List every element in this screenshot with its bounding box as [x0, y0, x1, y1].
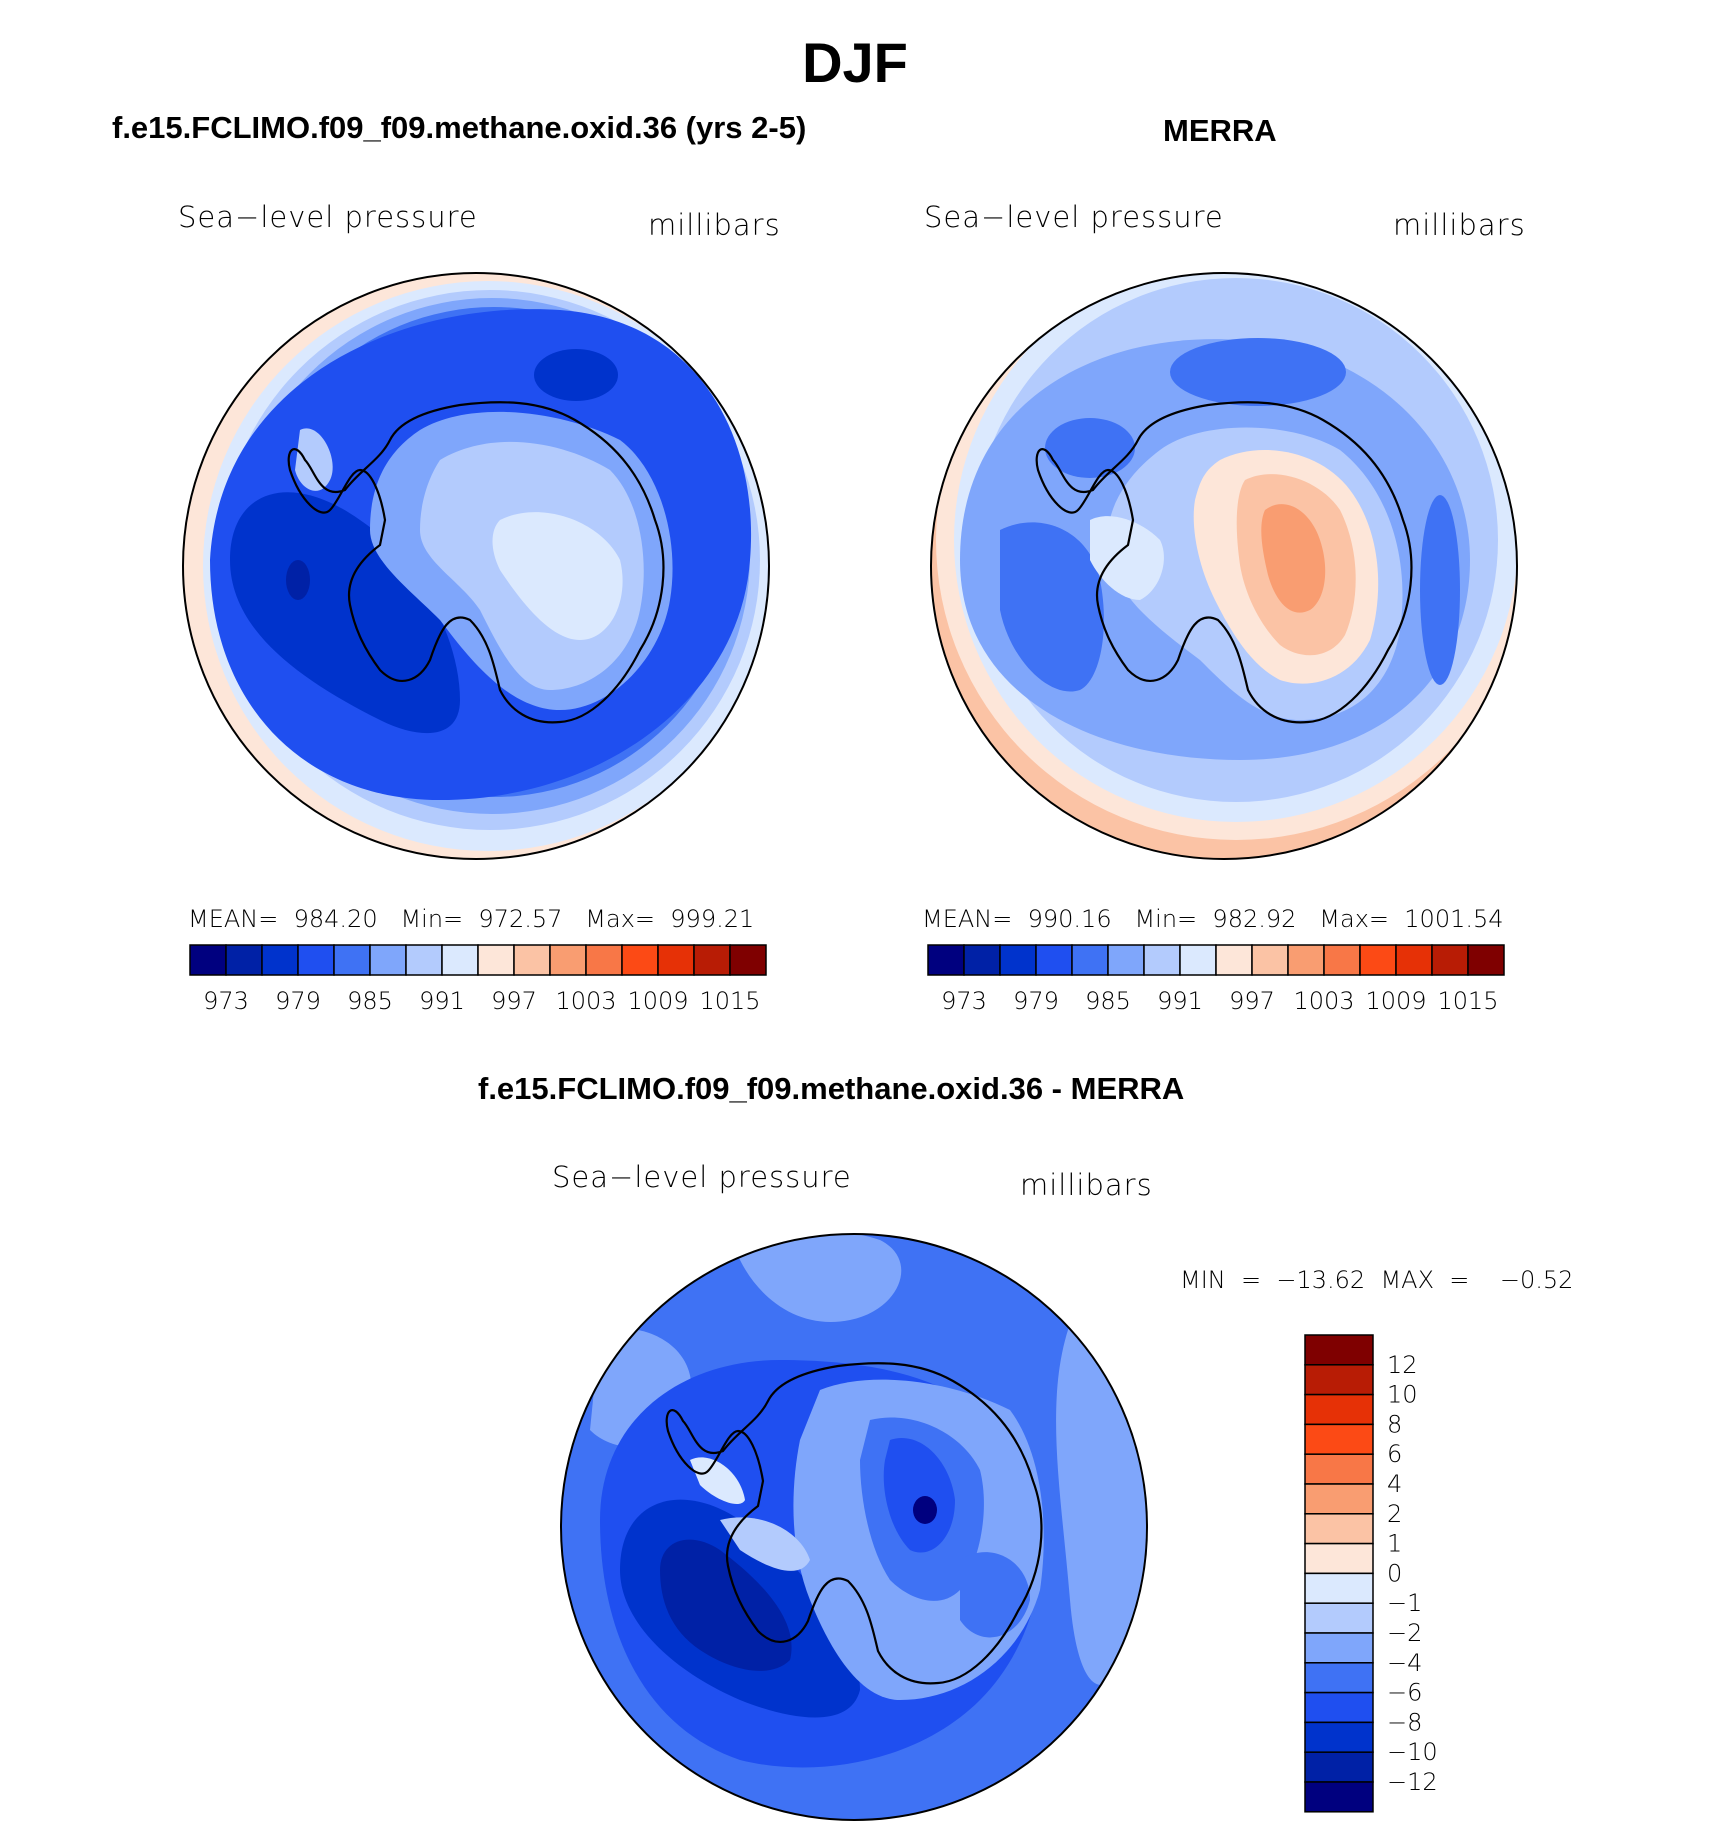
panel-obs-colorbar: 973 979 985 991 997 1003 1009 1015	[927, 944, 1505, 1015]
panel-model-colorbar-tick-label: 1009	[627, 987, 688, 1015]
panel-model-colorbar-tick-label: 1003	[555, 987, 616, 1015]
panel-diff-colorbar-tick-label: 0	[1387, 1559, 1402, 1587]
panel-diff-colorbar-tick-label: −10	[1387, 1738, 1438, 1766]
panel-model-colorbar-swatch	[477, 944, 515, 976]
panel-diff-colorbar-tick-label: 12	[1387, 1351, 1418, 1379]
panel-diff-colorbar-tick-label: 6	[1387, 1440, 1402, 1468]
panel-diff-colorbar-swatch	[1304, 1542, 1374, 1575]
panel-obs-colorbar-swatch	[1467, 944, 1505, 976]
panel-obs-title: MERRA	[1163, 113, 1277, 148]
panel-obs-colorbar-swatch	[1107, 944, 1145, 976]
panel-diff-colorbar-tick-label: −4	[1387, 1649, 1422, 1677]
panel-model-colorbar-swatch	[189, 944, 227, 976]
panel-obs-colorbar-tick-label: 985	[1085, 987, 1131, 1015]
panel-model-colorbar-tick-label: 985	[347, 987, 393, 1015]
panel-diff-colorbar-tick-label: −6	[1387, 1679, 1422, 1707]
panel-obs-stats: MEAN= 990.16 Min= 982.92 Max= 1001.54	[922, 905, 1504, 933]
panel-model-colorbar-swatch	[585, 944, 623, 976]
panel-obs-units-label: millibars	[1393, 208, 1526, 242]
panel-obs-colorbar-swatch	[999, 944, 1037, 976]
panel-diff-colorbar-swatch	[1304, 1453, 1374, 1485]
panel-model-colorbar-tick-label: 973	[203, 987, 249, 1015]
panel-obs-colorbar-swatch	[1143, 944, 1181, 976]
panel-obs-colorbar-swatch	[1323, 944, 1361, 976]
panel-model-colorbar-swatch	[405, 944, 443, 976]
panel-diff-colorbar-tick-label: 1	[1387, 1530, 1402, 1558]
panel-diff-colorbar-swatch	[1304, 1751, 1374, 1783]
panel-model-colorbar-swatch	[369, 944, 407, 976]
panel-obs-variable-label: Sea−level pressure	[924, 200, 1224, 234]
panel-model-colorbar-swatch	[729, 944, 767, 976]
panel-diff-colorbar-tick-label: 4	[1387, 1470, 1402, 1498]
panel-model-colorbar-swatch	[297, 944, 335, 976]
panel-obs-colorbar-tick-label: 1015	[1437, 987, 1498, 1015]
panel-obs-colorbar-tick-label: 1003	[1293, 987, 1354, 1015]
panel-diff-colorbar-swatch	[1304, 1423, 1374, 1455]
panel-diff-colorbar-swatch	[1304, 1721, 1374, 1753]
panel-diff-colorbar-swatch	[1304, 1691, 1374, 1724]
panel-diff-title: f.e15.FCLIMO.f09_f09.methane.oxid.36 - M…	[478, 1071, 1185, 1106]
panel-diff-colorbar-tick-label: −8	[1387, 1708, 1422, 1736]
panel-model-colorbar-tick-label: 1015	[699, 987, 760, 1015]
panel-model-units-label: millibars	[648, 208, 781, 242]
panel-obs-colorbar-swatch	[1359, 944, 1397, 976]
panel-obs-colorbar-tick-label: 997	[1229, 987, 1275, 1015]
panel-model-colorbar-swatch	[693, 944, 731, 976]
panel-diff-colorbar-swatch	[1304, 1334, 1374, 1366]
panel-obs-colorbar-tick-label: 1009	[1365, 987, 1426, 1015]
panel-model-stats: MEAN= 984.20 Min= 972.57 Max= 999.21	[188, 905, 755, 933]
panel-obs-colorbar-tick-label: 979	[1013, 987, 1059, 1015]
panel-obs-colorbar-swatch	[1035, 944, 1073, 976]
panel-obs-colorbar-swatch	[1431, 944, 1469, 976]
panel-model-colorbar-swatch	[441, 944, 479, 976]
panel-model-colorbar-swatch	[333, 944, 371, 976]
panel-obs-colorbar-swatch	[963, 944, 1001, 976]
panel-model-colorbar: 973 979 985 991 997 1003 1009 1015	[189, 944, 767, 1015]
panel-diff-colorbar-swatch	[1304, 1781, 1374, 1813]
panel-diff-colorbar-swatch	[1304, 1632, 1374, 1664]
panel-obs-colorbar-swatch	[1287, 944, 1325, 976]
panel-obs-colorbar-swatch	[1395, 944, 1433, 976]
panel-diff-colorbar-tick-label: 10	[1387, 1381, 1418, 1409]
panel-diff-colorbar-swatch	[1304, 1602, 1374, 1634]
panel-obs-colorbar-swatch	[927, 944, 965, 976]
panel-diff-stats: MIN = −13.62 MAX = −0.52	[1180, 1266, 1574, 1294]
panel-model-title: f.e15.FCLIMO.f09_f09.methane.oxid.36 (yr…	[112, 110, 807, 145]
panel-diff-colorbar-tick-label: −2	[1387, 1619, 1422, 1647]
panel-obs-colorbar-tick-label: 991	[1157, 987, 1203, 1015]
panel-diff-colorbar-tick-label: −1	[1387, 1589, 1422, 1617]
panel-diff-colorbar-swatch	[1304, 1572, 1374, 1604]
panel-obs-colorbar-swatch	[1215, 944, 1253, 976]
panel-diff-colorbar-swatch	[1304, 1662, 1374, 1694]
panel-obs-colorbar-swatch	[1179, 944, 1217, 976]
panel-model-colorbar-tick-label: 991	[419, 987, 465, 1015]
panel-model-colorbar-swatch	[513, 944, 551, 976]
panel-diff-colorbar-swatch	[1304, 1483, 1374, 1515]
figure-title: DJF	[802, 31, 908, 94]
panel-diff-colorbar-swatch	[1304, 1513, 1374, 1545]
panel-diff-colorbar-tick-label: 8	[1387, 1410, 1402, 1438]
panel-model-colorbar-swatch	[549, 944, 587, 976]
panel-model-colorbar-tick-label: 979	[275, 987, 321, 1015]
panel-obs-colorbar-tick-label: 973	[941, 987, 987, 1015]
panel-diff-colorbar-swatch	[1304, 1364, 1374, 1396]
panel-diff-colorbar-swatch	[1304, 1393, 1374, 1426]
panel-model-colorbar-swatch	[621, 944, 659, 976]
panel-model-colorbar-tick-label: 997	[491, 987, 537, 1015]
panel-diff-colorbar-tick-label: −12	[1387, 1768, 1438, 1796]
panel-obs-colorbar-swatch	[1071, 944, 1109, 976]
panel-obs-colorbar-swatch	[1251, 944, 1289, 976]
panel-model-variable-label: Sea−level pressure	[178, 200, 478, 234]
panel-diff-units-label: millibars	[1020, 1168, 1153, 1202]
panel-model-colorbar-swatch	[657, 944, 695, 976]
panel-diff-colorbar-tick-label: 2	[1387, 1500, 1402, 1528]
panel-model-colorbar-swatch	[225, 944, 263, 976]
panel-model-colorbar-swatch	[261, 944, 299, 976]
panel-diff-variable-label: Sea−level pressure	[552, 1160, 852, 1194]
